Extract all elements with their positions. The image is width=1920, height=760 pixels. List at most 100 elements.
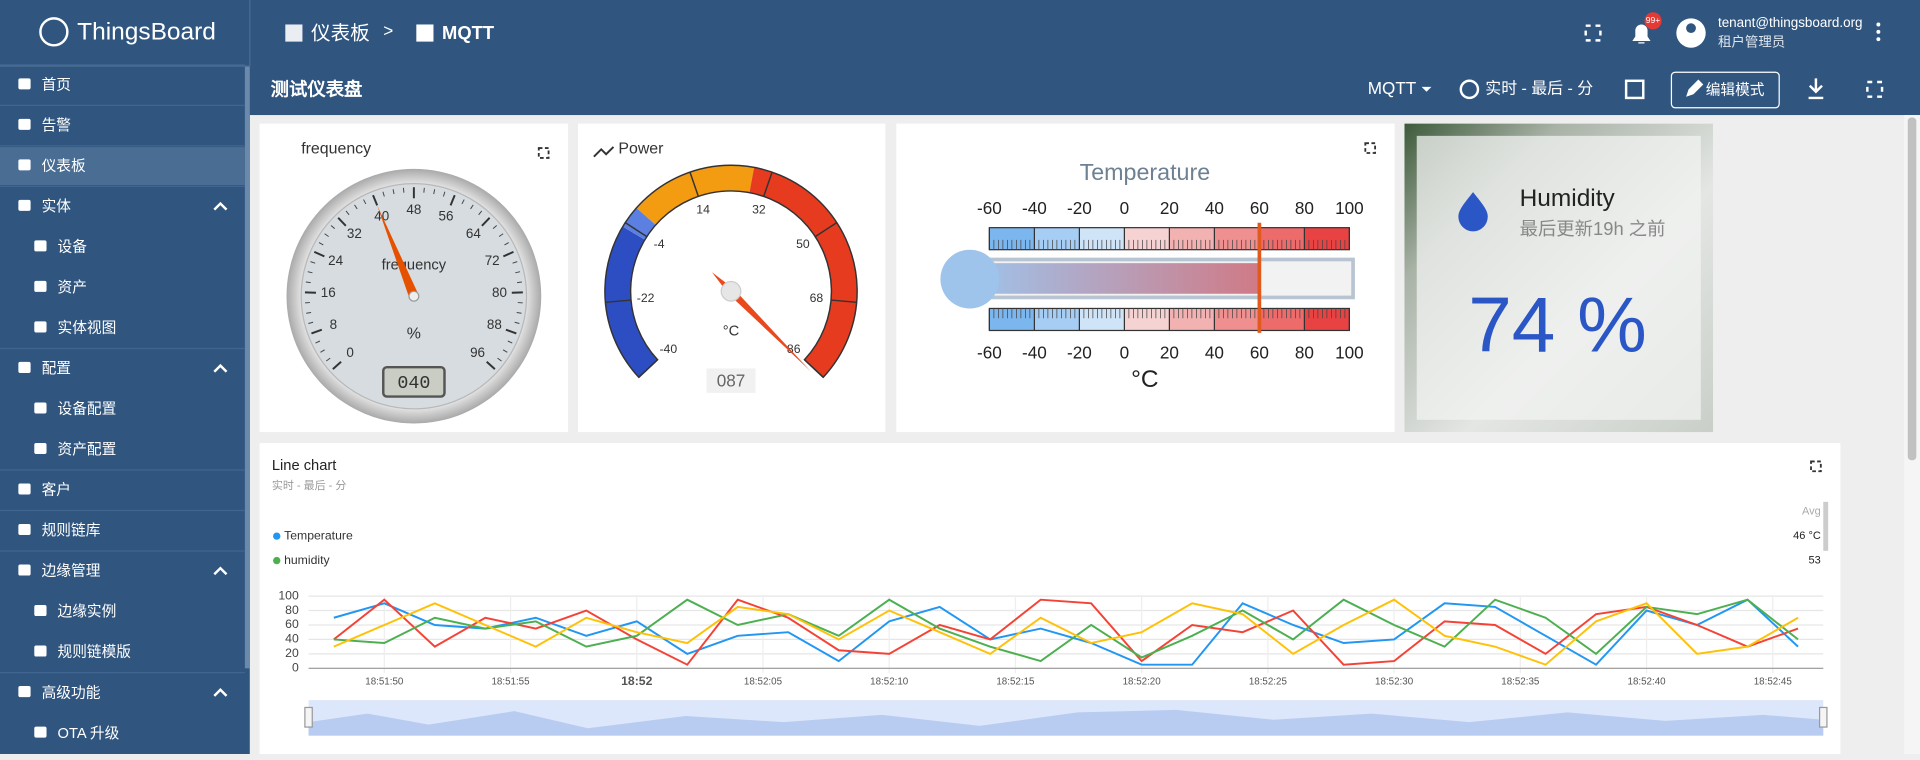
user-role: 租户管理员 [1718,33,1785,49]
tick-label: 0 [1120,342,1130,362]
logo: ThingsBoard [77,19,216,46]
nav-item[interactable]: 设备 [58,239,88,256]
nav-item[interactable]: 边缘管理 [42,563,101,580]
nav-item[interactable]: 仪表板 [42,157,86,175]
nav-icon [34,443,46,454]
tick-label: 32 [347,226,362,241]
minor-tick [306,282,311,283]
tick-label: -20 [1067,198,1092,218]
nav-icon [18,524,30,535]
nav-item[interactable]: 资产 [58,279,87,296]
x-tick-label: 18:52:15 [996,676,1035,687]
y-tick-label: 20 [285,646,299,660]
tick-label: 16 [321,285,336,300]
nav-item[interactable]: 配置 [42,360,71,377]
thermo-unit: °C [1131,366,1158,393]
y-tick-label: 60 [285,617,299,631]
humidity-panel [1417,136,1701,420]
navigator-handle[interactable] [1820,707,1827,727]
tick-label: 80 [1295,198,1314,218]
nav-item[interactable]: 高级功能 [42,684,101,701]
x-tick-label: 18:52:35 [1501,676,1540,687]
x-tick-label: 18:52:45 [1754,676,1793,687]
timewindow[interactable]: 实时 - 最后 - 分 [1485,80,1593,98]
tick-label: 60 [1250,342,1269,362]
y-tick-label: 40 [285,632,299,646]
tick-label: 72 [485,253,500,268]
gauge-label: frequency [382,257,447,273]
value-display: 040 [397,373,430,394]
tick-label: 24 [328,253,343,268]
tick-label: 8 [330,317,337,332]
nav-icon [34,240,46,251]
tick-label: -22 [637,291,655,305]
nav-icon [18,565,30,576]
x-tick-label: 18:51:50 [365,676,404,687]
x-tick-label: 18:52:05 [744,676,783,687]
widget-title: Power [618,141,664,158]
nav-icon [18,78,30,89]
tick-label: 40 [1205,198,1224,218]
tick-label: 20 [1160,198,1179,218]
y-tick-label: 0 [292,661,299,675]
x-tick-label: 18:52 [621,674,652,688]
tick-label: 0 [1120,198,1130,218]
nav-item[interactable]: 客户 [42,482,71,499]
tick-label: 64 [466,226,481,241]
nav-icon [34,402,46,413]
nav-item[interactable]: 设备配置 [58,401,117,418]
nav-item[interactable]: 实体视图 [58,320,117,337]
tick-label: -40 [1022,342,1047,362]
breadcrumb[interactable]: MQTT [442,22,495,43]
legend-label[interactable]: humidity [284,553,330,567]
nav-icon [18,119,30,130]
nav-item[interactable]: 告警 [42,117,72,134]
unit: % [1577,280,1647,368]
state-select[interactable]: MQTT [1368,78,1417,98]
y-tick-label: 100 [278,588,299,602]
legend-label[interactable]: Temperature [284,528,353,542]
nav-icon [34,281,46,292]
user-email[interactable]: tenant@thingsboard.org [1718,15,1863,30]
x-tick-label: 18:52:30 [1375,676,1414,687]
sidebar-scrollbar [245,66,250,668]
value-display: 087 [717,370,746,390]
gauge-unit: % [407,325,421,342]
dashboard-icon [416,24,433,41]
nav-item[interactable]: 规则链模版 [58,644,132,661]
nav-icon [18,483,30,494]
tick-label: 80 [1295,342,1314,362]
tick-label: 96 [470,345,485,360]
x-tick-label: 18:51:55 [491,676,530,687]
tick-label: 20 [1160,342,1179,362]
tick-label: 56 [439,208,454,223]
nav-item[interactable]: 规则链库 [42,522,101,539]
thermo-fill [970,263,1260,294]
nav-item[interactable]: 首页 [42,77,71,94]
nav-icon [34,646,46,657]
breadcrumb-separator: > [383,20,393,40]
nav-item[interactable]: 实体 [42,198,72,215]
nav-item[interactable]: 边缘实例 [58,603,117,620]
legend-header: Avg [1802,506,1821,518]
minor-tick [517,282,522,283]
nav-icon [18,159,30,170]
legend-dot [273,532,280,539]
nav-icon [18,362,30,373]
dashboard-icon [285,24,302,41]
y-tick-label: 80 [285,603,299,617]
x-tick-label: 18:52:20 [1123,676,1162,687]
x-tick-label: 18:52:10 [870,676,909,687]
more-button[interactable] [1876,23,1880,42]
nav-item[interactable]: 资产配置 [58,441,117,458]
gauge-unit: °C [723,324,740,340]
breadcrumb[interactable]: 仪表板 [311,22,370,44]
chart-title: Line chart [272,458,337,474]
navigator-handle[interactable] [305,707,312,727]
tick-label: 14 [696,203,710,217]
x-tick-label: 18:52:40 [1628,676,1667,687]
nav-item[interactable]: OTA 升级 [58,725,120,742]
